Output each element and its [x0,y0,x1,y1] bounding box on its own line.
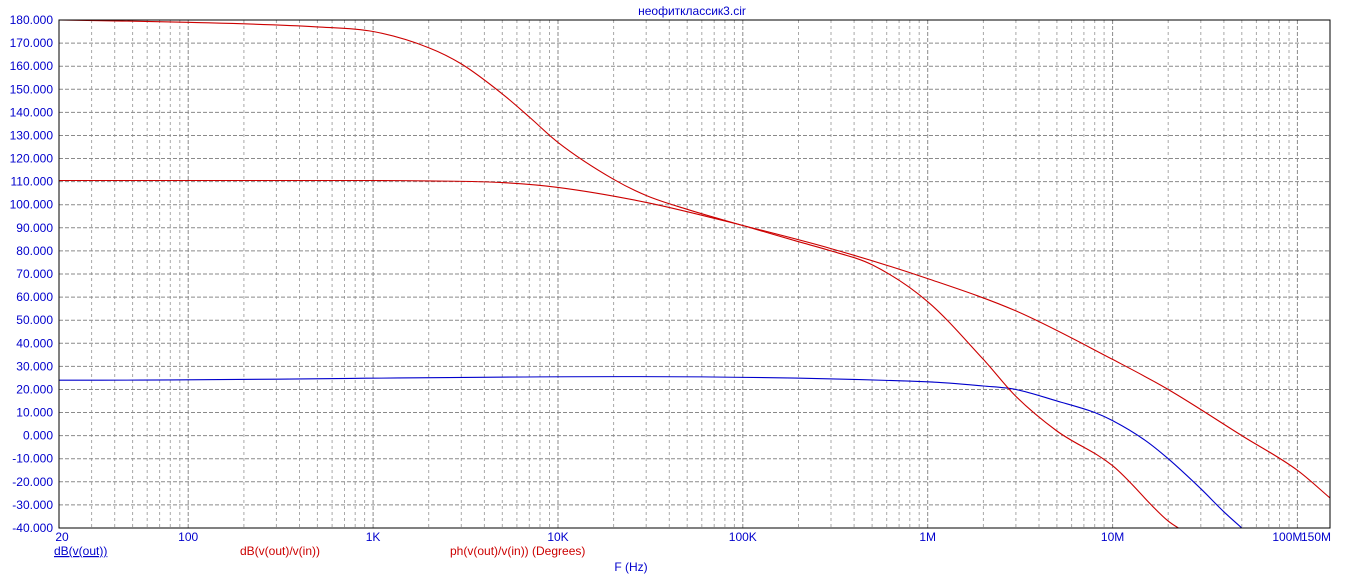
y-tick-label: 30.000 [16,359,53,373]
x-tick-label: 20 [55,530,69,544]
y-tick-label: 140.000 [10,105,54,119]
y-tick-label: -10.000 [12,452,53,466]
y-tick-label: -40.000 [12,521,53,535]
y-tick-label: 110.000 [11,175,54,189]
x-tick-label: 10M [1101,530,1124,544]
series-db-vout [59,376,1243,528]
x-axis-label: F (Hz) [614,560,647,574]
series-phase [59,20,1180,528]
y-tick-label: 10.000 [16,406,53,420]
x-tick-label: 1K [366,530,381,544]
y-tick-label: 0.000 [23,429,53,443]
y-tick-label: 160.000 [10,59,54,73]
legend-item-db-vout[interactable]: dB(v(out)) [54,544,107,558]
x-tick-label: 100 [178,530,198,544]
y-tick-label: 130.000 [10,129,54,143]
y-tick-label: -20.000 [12,475,53,489]
grid [59,20,1330,528]
y-tick-label: -30.000 [12,498,53,512]
y-tick-label: 150.000 [10,82,54,96]
legend-item-phase[interactable]: ph(v(out)/v(in)) (Degrees) [450,544,585,558]
legend-item-db-gain[interactable]: dB(v(out)/v(in)) [240,544,320,558]
y-tick-label: 20.000 [16,383,53,397]
y-tick-label: 90.000 [16,221,53,235]
y-tick-label: 50.000 [16,313,53,327]
x-tick-label: 100K [729,530,757,544]
y-tick-labels: -40.000 -30.000 -20.000 -10.000 0.000 10.000 2… [10,13,54,535]
series-layer [59,20,1330,528]
x-tick-label: 100M [1272,530,1302,544]
series-db-gain [59,179,1330,499]
y-tick-label: 60.000 [16,290,53,304]
y-tick-label: 80.000 [16,244,53,258]
y-tick-label: 40.000 [16,336,53,350]
y-tick-label: 180.000 [10,13,54,27]
chart-title: неофитклассик3.cir [638,4,746,18]
x-tick-label: 10K [547,530,568,544]
y-tick-label: 170.000 [10,36,54,50]
y-tick-label: 70.000 [16,267,53,281]
y-tick-label: 100.000 [10,198,54,212]
x-tick-label: 150M [1301,530,1331,544]
x-tick-label: 1M [919,530,936,544]
y-tick-label: 120.000 [10,152,54,166]
plot-frame [58,19,1331,529]
